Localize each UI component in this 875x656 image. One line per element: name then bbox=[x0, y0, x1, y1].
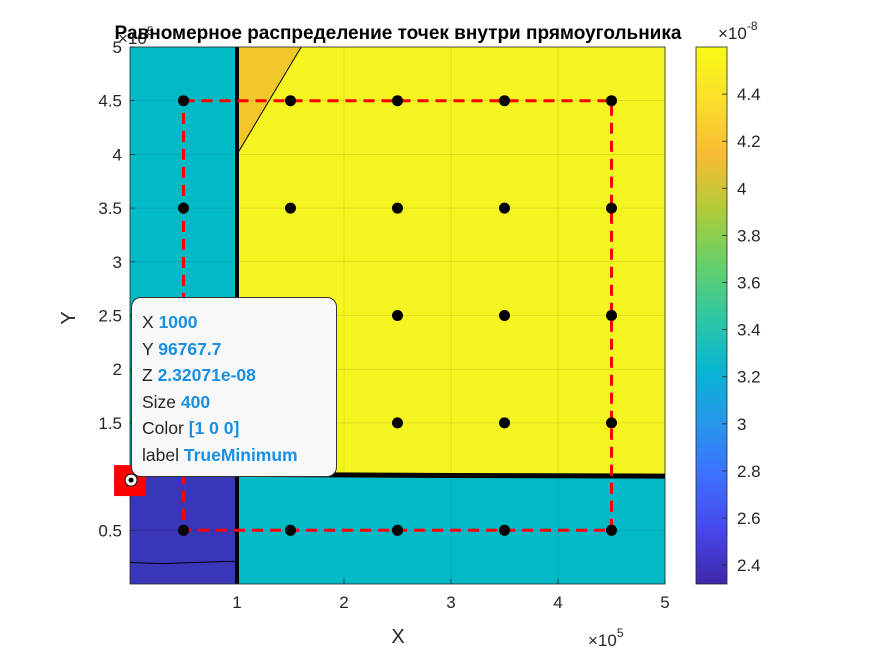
sample-point bbox=[285, 524, 296, 536]
sample-point bbox=[499, 417, 510, 429]
datatip-row-label: label TrueMinimum bbox=[142, 444, 298, 465]
sample-point bbox=[499, 310, 510, 321]
sample-point bbox=[499, 202, 510, 214]
contour-line-2 bbox=[236, 46, 302, 155]
colorbar-tick-label: 2.4 bbox=[737, 556, 761, 575]
sample-point bbox=[285, 95, 296, 107]
x-exponent-label: ×105 bbox=[588, 626, 624, 650]
colorbar-tick-label: 4 bbox=[737, 179, 746, 198]
x-axis-label: X bbox=[391, 626, 404, 648]
sample-point bbox=[392, 524, 403, 536]
y-axis-label: Y bbox=[58, 311, 80, 324]
sample-point bbox=[499, 95, 510, 107]
datatip-row-color: Color [1 0 0] bbox=[142, 418, 240, 438]
sample-point bbox=[606, 95, 617, 107]
sample-point bbox=[606, 202, 617, 214]
y-tick-label: 4 bbox=[113, 145, 122, 164]
sample-point bbox=[606, 417, 617, 429]
datatip-row-size: Size 400 bbox=[142, 391, 211, 412]
y-tick-label: 5 bbox=[113, 38, 122, 57]
colorbar-exponent-label: ×10-8 bbox=[718, 19, 758, 43]
y-tick-label: 3 bbox=[113, 253, 122, 272]
datatip-row-y: Y 96767.7 bbox=[142, 338, 222, 359]
y-tick-label: 2.5 bbox=[98, 307, 122, 326]
sample-point bbox=[606, 524, 617, 536]
x-tick-label: 1 bbox=[232, 593, 241, 612]
colorbar-exponent-power: -8 bbox=[747, 19, 758, 33]
sample-point bbox=[392, 417, 403, 429]
sample-point bbox=[392, 202, 403, 214]
datatip-row-z: Z 2.32071e-08 bbox=[142, 365, 256, 385]
y-tick-label: 1.5 bbox=[98, 414, 122, 433]
colorbar-tick-label: 2.8 bbox=[737, 462, 761, 481]
x-tick-label: 4 bbox=[553, 593, 562, 612]
colorbar: 2.4 2.6 2.8 3 3.2 3.4 3.6 3.8 4 4.2 4.4 ×10-8 bbox=[695, 19, 761, 585]
sample-point bbox=[606, 310, 617, 321]
colorbar-tick-label: 3.8 bbox=[737, 226, 761, 245]
x-tick-label: 3 bbox=[446, 593, 455, 612]
contour-region-3 bbox=[237, 47, 665, 477]
contour-line-3 bbox=[129, 560, 237, 565]
y-tick-label: 2 bbox=[113, 360, 122, 379]
y-tick-label: 4.5 bbox=[98, 92, 122, 111]
colorbar-tick-label: 3.6 bbox=[737, 274, 761, 293]
sample-point bbox=[499, 524, 510, 536]
sample-point bbox=[178, 95, 189, 107]
y-exponent-power: 5 bbox=[147, 24, 154, 38]
sample-point bbox=[392, 310, 403, 321]
colorbar-tick-label: 3 bbox=[737, 415, 746, 434]
colorbar-tick-label: 3.2 bbox=[737, 368, 761, 387]
y-tick-label: 3.5 bbox=[98, 199, 122, 218]
colorbar-tick-label: 4.2 bbox=[737, 132, 761, 151]
sample-point bbox=[178, 202, 189, 214]
colorbar-tick-label: 4.4 bbox=[737, 85, 761, 104]
sample-point bbox=[178, 524, 189, 536]
datatip[interactable]: X 1000 Y 96767.7 Z 2.32071e-08 Size 400 … bbox=[131, 297, 337, 477]
x-tick-label: 2 bbox=[339, 593, 348, 612]
colorbar-tick-label: 3.4 bbox=[737, 321, 761, 340]
sample-point bbox=[392, 95, 403, 107]
sample-point bbox=[285, 202, 296, 214]
x-tick-label: 5 bbox=[660, 593, 669, 612]
true-minimum-dot bbox=[128, 477, 134, 483]
colorbar-scale bbox=[695, 46, 728, 585]
y-tick-label: 0.5 bbox=[98, 521, 122, 540]
datatip-row-x: X 1000 bbox=[142, 312, 198, 332]
chart-title: Равномерное распределение точек внутри п… bbox=[115, 23, 682, 44]
colorbar-tick-label: 2.6 bbox=[737, 509, 761, 528]
x-exponent-power: 5 bbox=[617, 626, 624, 640]
